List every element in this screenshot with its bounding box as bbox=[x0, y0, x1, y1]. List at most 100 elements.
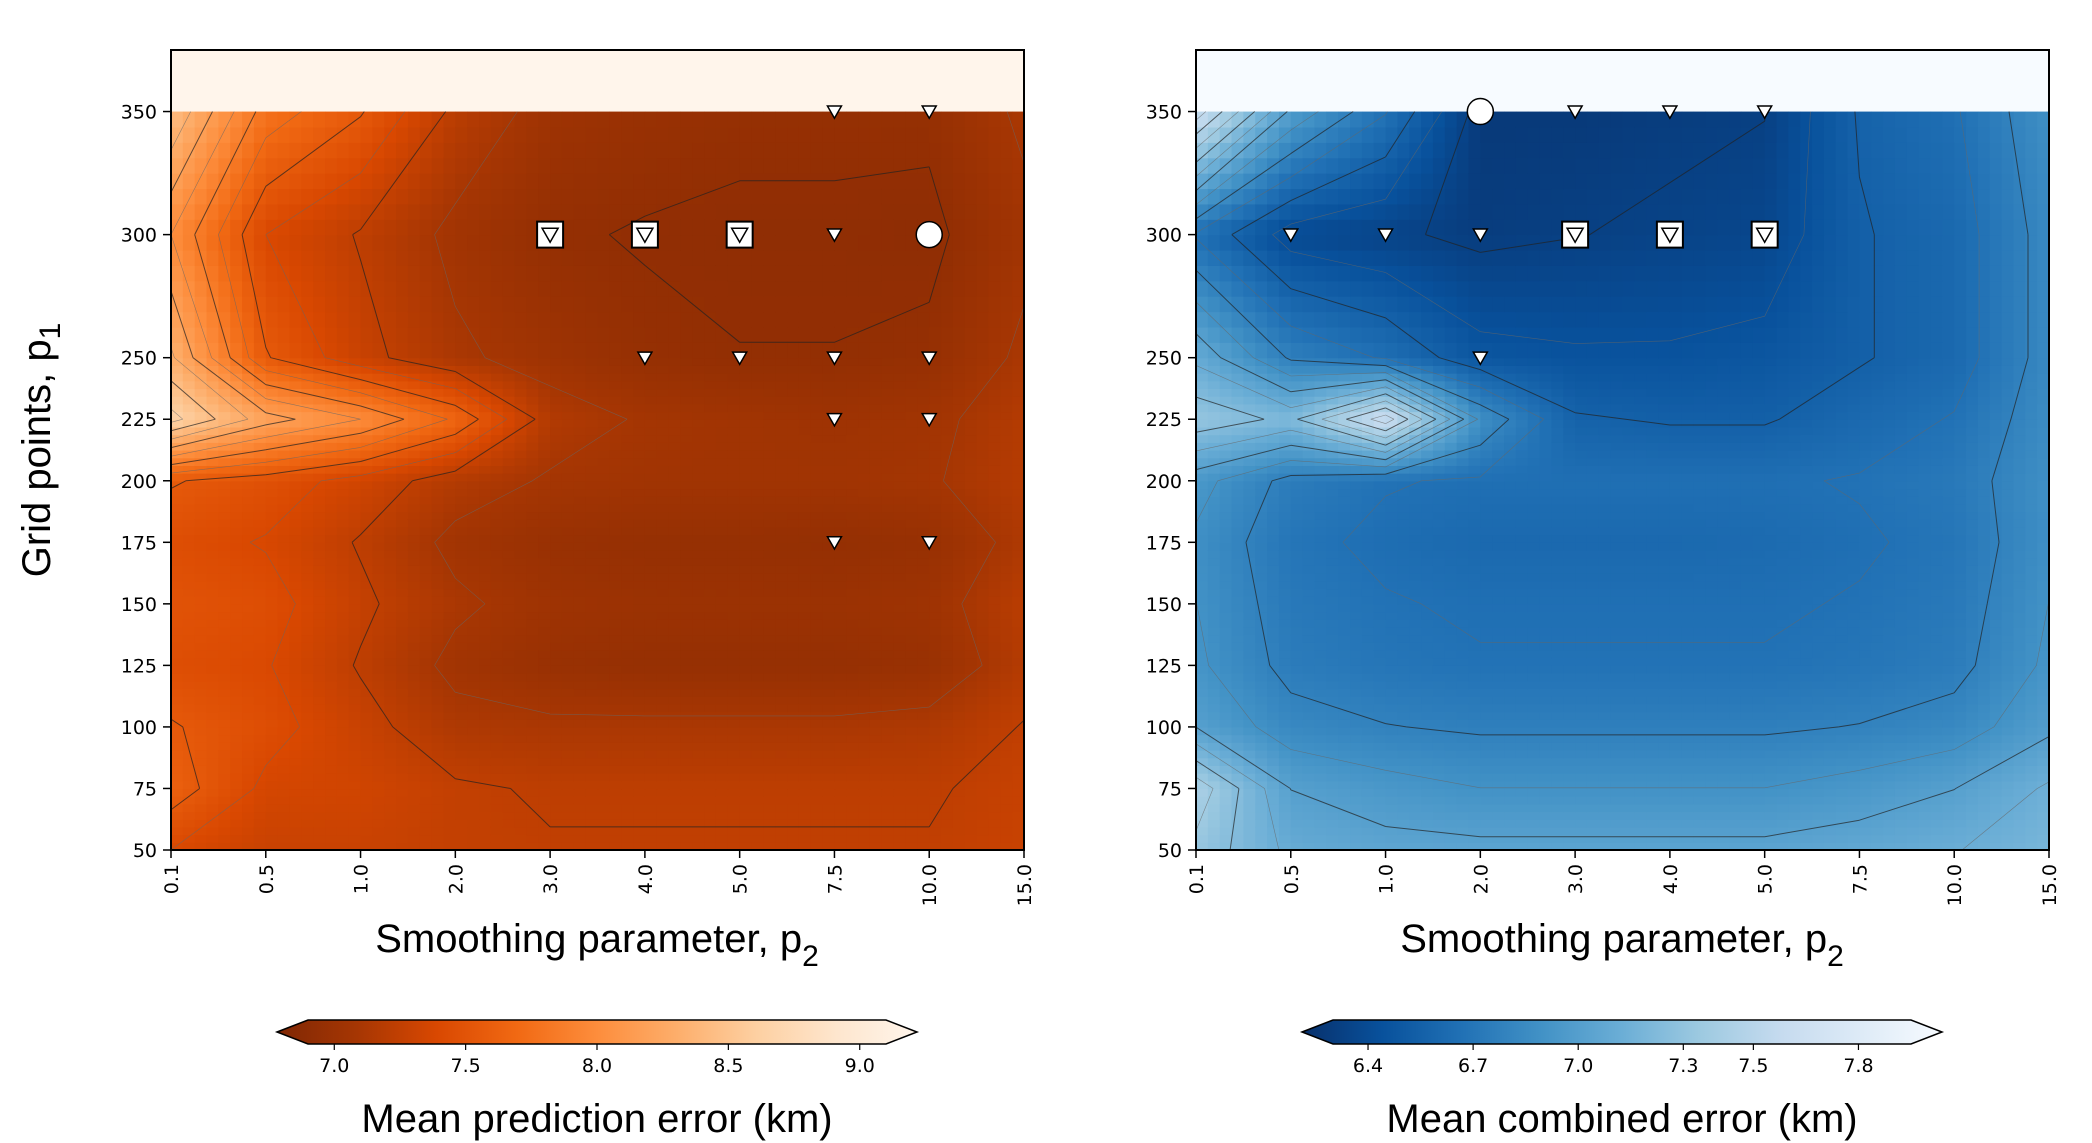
heat-cell bbox=[798, 819, 812, 828]
heat-cell bbox=[941, 488, 954, 497]
heat-cell bbox=[325, 326, 338, 343]
heat-cell bbox=[372, 750, 385, 759]
heat-cell bbox=[633, 750, 646, 759]
heat-cell bbox=[621, 826, 634, 836]
heat-cell bbox=[739, 411, 753, 420]
heat-cell bbox=[751, 826, 764, 836]
heat-cell bbox=[692, 780, 705, 790]
heat-cell bbox=[1012, 688, 1024, 697]
heat-cell bbox=[289, 442, 302, 451]
heat-cell bbox=[905, 496, 918, 505]
heat-cell bbox=[763, 426, 776, 436]
heat-cell bbox=[964, 688, 978, 697]
heat-cell bbox=[550, 619, 563, 628]
heat-cell bbox=[810, 703, 824, 713]
heat-cell bbox=[704, 634, 717, 643]
heat-cell bbox=[964, 811, 978, 820]
heat-cell bbox=[372, 811, 385, 820]
heat-cell bbox=[479, 534, 492, 543]
heat-cell bbox=[407, 650, 421, 659]
heat-cell bbox=[621, 488, 634, 497]
heat-cell bbox=[704, 442, 717, 451]
heat-cell bbox=[206, 765, 219, 774]
heat-cell bbox=[704, 757, 717, 766]
heat-cell bbox=[775, 757, 788, 766]
heat-cell bbox=[597, 826, 610, 836]
heat-cell bbox=[206, 411, 219, 420]
heat-cell bbox=[561, 750, 575, 759]
heat-cell bbox=[372, 357, 385, 366]
heat-cell bbox=[313, 542, 326, 551]
heat-cell bbox=[739, 611, 753, 620]
heat-cell bbox=[526, 580, 539, 590]
heat-cell bbox=[680, 457, 693, 466]
heat-cell bbox=[561, 342, 575, 359]
heat-cell bbox=[479, 811, 492, 820]
heat-cell bbox=[633, 719, 646, 728]
heat-cell bbox=[763, 611, 776, 620]
heat-cell bbox=[550, 580, 563, 590]
heat-cell bbox=[644, 250, 658, 266]
heat-cell bbox=[360, 703, 374, 713]
heat-cell bbox=[253, 680, 267, 690]
heat-cell bbox=[597, 511, 610, 520]
heat-cell bbox=[941, 357, 954, 366]
heat-cell bbox=[609, 834, 622, 843]
heat-cell bbox=[526, 650, 539, 659]
heat-cell bbox=[1000, 780, 1013, 790]
heat-cell bbox=[621, 473, 634, 482]
heat-cell bbox=[680, 450, 693, 459]
heat-cell bbox=[526, 703, 539, 713]
heat-cell bbox=[633, 250, 646, 266]
heat-cell bbox=[526, 557, 539, 566]
heat-cell bbox=[633, 634, 646, 643]
heat-cell bbox=[1012, 734, 1024, 743]
heat-cell bbox=[704, 765, 717, 774]
heat-cell bbox=[277, 742, 291, 751]
heat-cell bbox=[348, 757, 362, 766]
heat-cell bbox=[538, 465, 551, 474]
heat-cell bbox=[467, 603, 480, 613]
heat-cell bbox=[253, 519, 267, 528]
heat-cell bbox=[704, 365, 717, 374]
heat-cell bbox=[396, 719, 409, 728]
heat-cell bbox=[964, 826, 978, 836]
heat-cell bbox=[313, 696, 326, 705]
heat-cell bbox=[455, 396, 468, 405]
heat-cell bbox=[360, 311, 374, 328]
heat-cell bbox=[941, 550, 954, 559]
heat-cell bbox=[680, 388, 693, 397]
heat-cell bbox=[277, 434, 291, 443]
heat-cell bbox=[479, 734, 492, 743]
heat-cell bbox=[396, 473, 409, 482]
heat-cell bbox=[929, 519, 942, 528]
heat-cell bbox=[964, 450, 978, 459]
heat-cell bbox=[360, 673, 374, 682]
heat-cell bbox=[751, 780, 764, 790]
heat-cell bbox=[443, 396, 456, 405]
heat-cell bbox=[301, 596, 314, 605]
heat-cell bbox=[952, 426, 966, 436]
heat-cell bbox=[550, 465, 563, 474]
heat-cell bbox=[301, 473, 314, 482]
heat-cell bbox=[976, 380, 990, 390]
heat-cell bbox=[692, 296, 705, 313]
heat-cell bbox=[822, 719, 836, 728]
heat-cell bbox=[644, 696, 658, 705]
heat-cell bbox=[952, 373, 966, 382]
heat-cell bbox=[182, 726, 196, 736]
heat-cell bbox=[502, 473, 516, 482]
heat-cell bbox=[514, 611, 528, 620]
heat-cell bbox=[372, 534, 385, 543]
heat-cell bbox=[336, 773, 350, 782]
heat-cell bbox=[941, 619, 954, 628]
heat-cell bbox=[194, 788, 208, 797]
heat-cell bbox=[881, 450, 895, 459]
heat-cell bbox=[490, 519, 504, 528]
heat-cell bbox=[621, 311, 634, 328]
heat-cell bbox=[573, 565, 587, 574]
heat-cell bbox=[171, 380, 184, 390]
heat-cell bbox=[585, 788, 599, 797]
heat-cell bbox=[881, 465, 895, 474]
heat-cell bbox=[858, 396, 871, 405]
